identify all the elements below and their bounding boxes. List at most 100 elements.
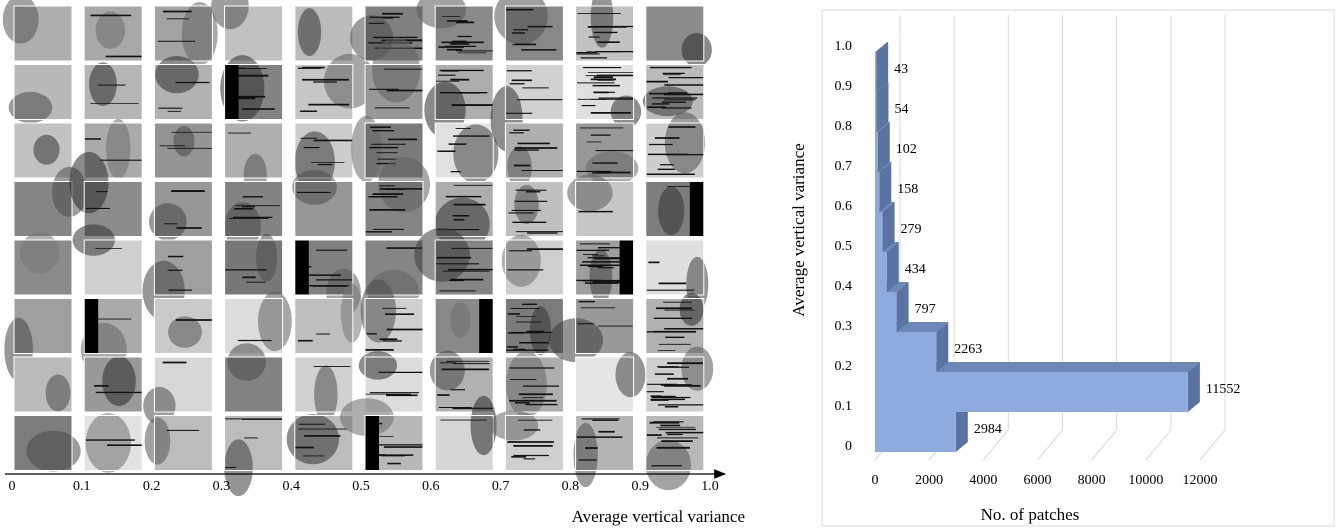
patch-dark (84, 298, 99, 354)
x-tick-label: 12000 (1183, 473, 1218, 488)
y-tick-label: 0.8 (835, 119, 853, 134)
y-tick-label: 0.3 (835, 319, 853, 334)
grid-line (1145, 429, 1172, 461)
patch-shade (181, 1, 218, 66)
y-tick-label: 0.1 (835, 399, 853, 414)
patch-shade (681, 32, 712, 67)
patch-border (224, 122, 284, 179)
patch-border (83, 122, 143, 179)
patch-shade (681, 346, 714, 391)
bar (875, 42, 889, 92)
y-tick-label: 0.7 (835, 159, 853, 174)
bar-front (875, 132, 878, 172)
bar-side (879, 162, 892, 212)
bar-front (875, 332, 937, 372)
patch-border (645, 5, 705, 62)
patch-border (504, 415, 564, 471)
patch-dark (224, 64, 239, 120)
patch-shade (340, 283, 363, 343)
x-tick-label: 4000 (969, 473, 997, 488)
patch-tick-label: 0.5 (352, 479, 370, 494)
patch-border (294, 239, 354, 296)
patch-shade (470, 395, 497, 456)
patch-grid (2, 0, 714, 497)
patch-border (434, 298, 494, 354)
patch-border (153, 239, 213, 296)
patch-border (364, 298, 424, 354)
patch-border (224, 356, 284, 413)
patch-border (294, 298, 354, 354)
patch-tick-label: 0.9 (631, 479, 649, 494)
patch-shade (642, 86, 693, 117)
patch-shade (2, 0, 39, 44)
y-tick-label: 0.5 (835, 239, 853, 254)
bar-front (875, 92, 877, 132)
patch-shade (20, 232, 60, 274)
patch-tick-label: 0.2 (143, 479, 161, 494)
patch-border (504, 181, 564, 237)
value-label: 2263 (954, 342, 982, 357)
y-tick-label: 1.0 (835, 39, 853, 54)
patch-shade (173, 125, 195, 157)
patch-border (294, 181, 354, 237)
patch-border (364, 415, 424, 471)
patch-shade (494, 0, 548, 45)
patch-shade (429, 350, 465, 391)
patch-shade (45, 374, 71, 412)
patch-border (575, 298, 635, 354)
patch-border (13, 415, 73, 471)
bar-side (886, 242, 899, 292)
patch-border (364, 181, 424, 237)
patch-border (224, 415, 284, 471)
patch-shade (256, 233, 278, 282)
value-label: 43 (894, 62, 908, 77)
patch-shade (258, 291, 292, 352)
patch-shade (573, 422, 598, 488)
bar-side (877, 122, 890, 172)
bar-top (875, 42, 889, 52)
patch-shade (529, 306, 552, 356)
y-axis-title: Average vertical variance (789, 143, 808, 316)
patch-shade (658, 186, 685, 236)
patch-shade (567, 174, 613, 212)
patch-dark (619, 240, 634, 295)
patch-border (434, 415, 494, 471)
patch-shade (679, 292, 704, 326)
y-tick-label: 0.6 (835, 199, 853, 214)
patch-tick-label: 0.3 (213, 479, 231, 494)
value-label: 279 (901, 222, 922, 237)
patch-border (13, 356, 73, 413)
bar-side (896, 282, 909, 332)
patch-border (83, 356, 143, 413)
bar-front (875, 252, 887, 292)
patch-border (294, 356, 354, 413)
patch-shade (224, 439, 253, 497)
patch-shade (615, 352, 646, 398)
patch-tick-label: 0.4 (282, 479, 300, 494)
bar-side (876, 42, 889, 92)
patch-shade (69, 152, 109, 214)
patch-shade (227, 343, 267, 381)
patch-shade (323, 53, 376, 109)
bar-side (936, 322, 949, 372)
x-tick-label: 0 (872, 473, 879, 488)
patch-shade (144, 417, 171, 465)
patch-tick-label: 1.0 (701, 479, 719, 494)
value-label: 54 (894, 102, 908, 117)
patch-shade (645, 440, 692, 491)
y-tick-label: 0.2 (835, 359, 853, 374)
patch-border (224, 64, 284, 120)
patch-border (83, 5, 143, 62)
value-label: 11552 (1206, 382, 1240, 397)
patch-shade (378, 157, 430, 213)
patch-dark (479, 298, 494, 354)
chart-frame (821, 9, 1335, 527)
patch-border (364, 64, 424, 120)
patch-shade (314, 365, 338, 423)
patch-border (13, 298, 73, 354)
patch-shade (489, 410, 539, 441)
patch-border (83, 239, 143, 296)
patch-tick-label: 0.1 (73, 479, 91, 494)
patch-border (575, 64, 635, 120)
